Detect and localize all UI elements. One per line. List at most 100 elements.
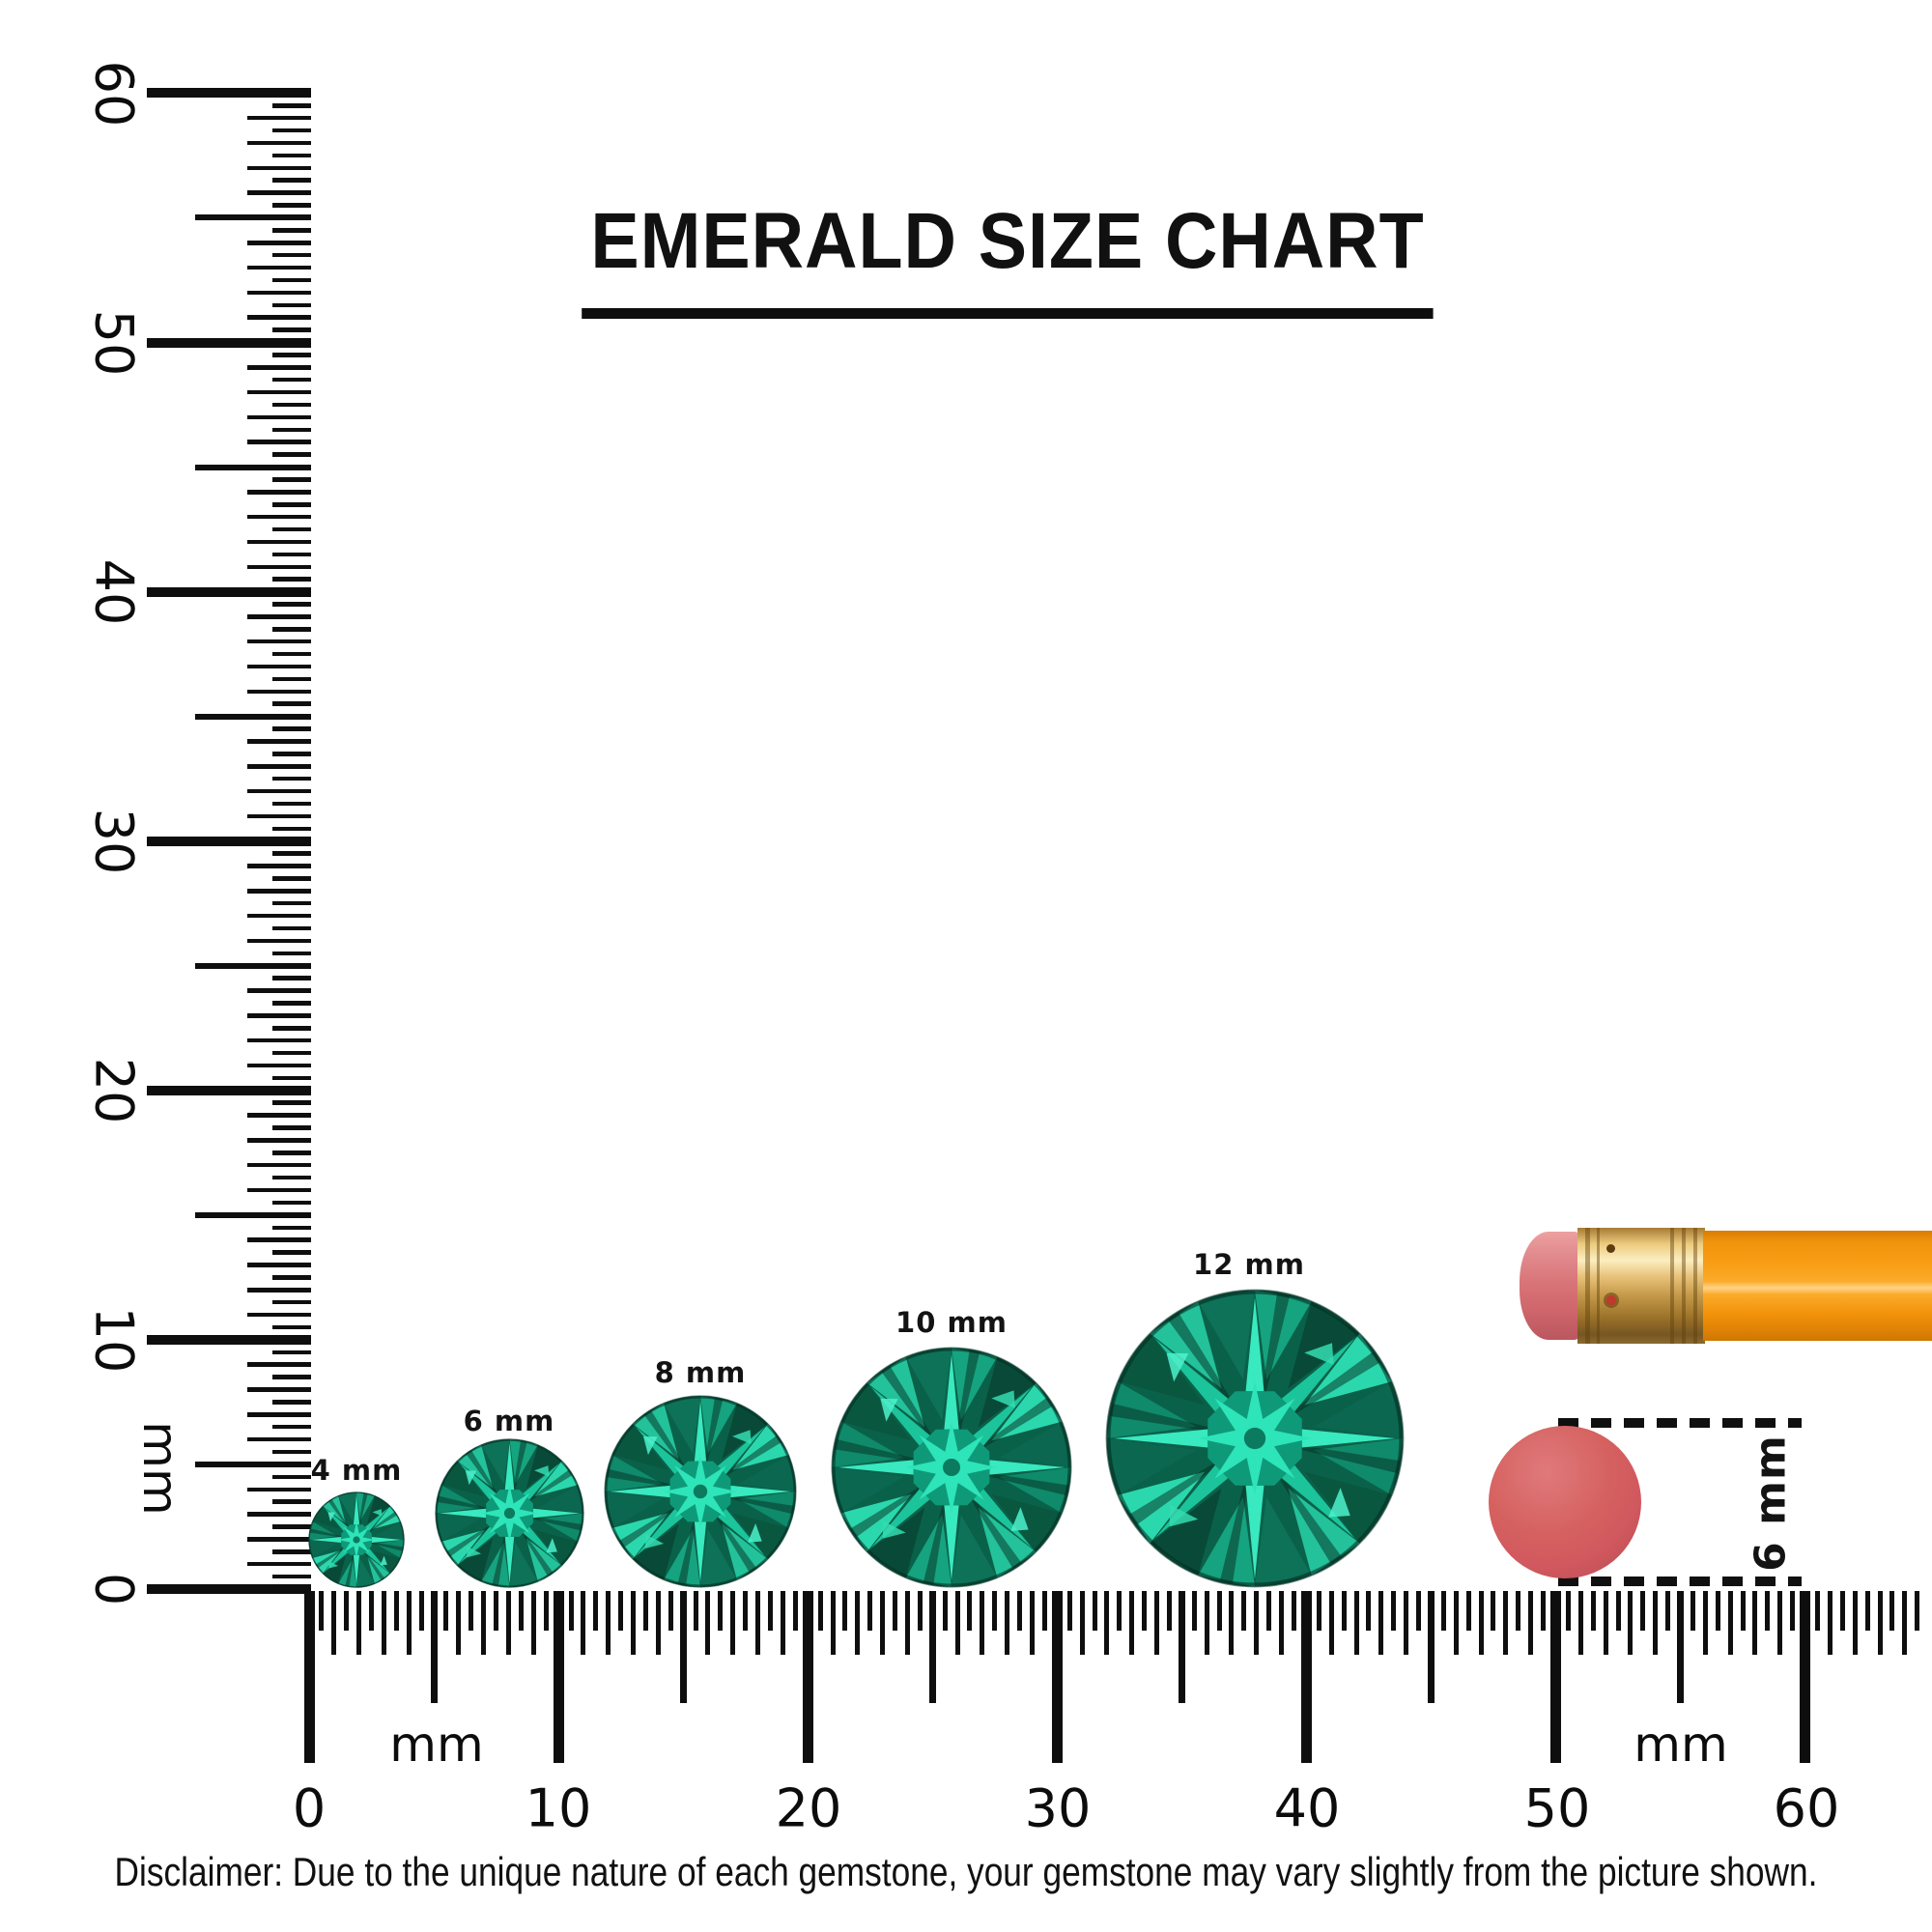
bottom-ruler-tick xyxy=(1254,1591,1260,1655)
left-ruler-tick xyxy=(247,1288,311,1293)
left-ruler-tick xyxy=(247,864,311,868)
left-ruler-tick xyxy=(272,327,311,332)
gem-4mm xyxy=(308,1492,405,1588)
gem-8mm xyxy=(604,1395,797,1588)
bottom-ruler-tick xyxy=(356,1591,362,1655)
bottom-ruler-unit-left: mm xyxy=(389,1717,484,1773)
bottom-ruler-tick xyxy=(1191,1591,1197,1631)
bottom-ruler-tick xyxy=(1800,1591,1811,1763)
bottom-ruler-tick xyxy=(1279,1591,1285,1655)
gem-6mm xyxy=(435,1438,584,1588)
left-ruler-label-30: 30 xyxy=(83,808,145,875)
left-ruler-tick xyxy=(272,676,311,682)
left-ruler-tick xyxy=(272,1175,311,1180)
left-ruler-tick xyxy=(247,639,311,644)
left-ruler-tick xyxy=(272,252,311,258)
left-ruler-tick xyxy=(147,836,311,846)
left-ruler-tick xyxy=(272,951,311,956)
left-ruler-tick xyxy=(247,1237,311,1242)
left-ruler-unit: mm xyxy=(132,1421,188,1516)
bottom-ruler-tick xyxy=(530,1591,536,1655)
left-ruler-tick xyxy=(147,586,311,597)
left-ruler-tick xyxy=(247,1263,311,1267)
bottom-ruler-tick xyxy=(505,1591,511,1655)
left-ruler-tick xyxy=(247,1113,311,1118)
bottom-ruler-tick xyxy=(904,1591,910,1655)
bottom-ruler-tick xyxy=(456,1591,462,1655)
left-ruler-tick xyxy=(272,1499,311,1504)
left-ruler-tick xyxy=(272,203,311,208)
bottom-ruler-tick xyxy=(1051,1591,1063,1763)
bottom-ruler-label-50: 50 xyxy=(1523,1777,1591,1839)
bottom-ruler-label-20: 20 xyxy=(775,1777,842,1839)
bottom-ruler-tick xyxy=(1005,1591,1010,1655)
left-ruler-tick xyxy=(272,1275,311,1280)
left-ruler-tick xyxy=(247,1312,311,1318)
left-ruler-tick xyxy=(272,1100,311,1105)
left-ruler-tick xyxy=(247,1412,311,1417)
left-ruler-tick xyxy=(272,1375,311,1379)
bottom-ruler-tick xyxy=(1815,1591,1820,1631)
bottom-ruler-tick xyxy=(679,1591,687,1703)
left-ruler-tick xyxy=(272,577,311,582)
left-ruler-tick xyxy=(272,178,311,183)
left-ruler-tick xyxy=(272,552,311,557)
left-ruler-label-0: 0 xyxy=(83,1572,145,1606)
bottom-ruler-tick xyxy=(1665,1591,1671,1631)
bottom-ruler-tick xyxy=(331,1591,337,1655)
ferrule-ring xyxy=(1670,1228,1674,1344)
bottom-ruler-tick xyxy=(1416,1591,1422,1631)
left-ruler-tick xyxy=(272,627,311,632)
left-ruler-tick xyxy=(247,788,311,794)
left-ruler-tick xyxy=(272,1549,311,1554)
bottom-ruler-tick xyxy=(1852,1591,1858,1655)
bottom-ruler-tick xyxy=(631,1591,637,1655)
left-ruler-tick xyxy=(272,900,311,906)
bottom-ruler-tick xyxy=(1715,1591,1720,1631)
bottom-ruler-tick xyxy=(319,1591,325,1631)
left-ruler-tick xyxy=(272,1324,311,1330)
left-ruler-tick xyxy=(272,726,311,731)
left-ruler-tick xyxy=(272,377,311,383)
bottom-ruler-tick xyxy=(1677,1591,1685,1703)
left-ruler-tick xyxy=(272,1350,311,1355)
bottom-ruler-tick xyxy=(954,1591,960,1655)
bottom-ruler-tick xyxy=(618,1591,624,1631)
bottom-ruler-tick xyxy=(543,1591,549,1631)
bottom-ruler-tick xyxy=(767,1591,773,1631)
bottom-ruler-tick xyxy=(655,1591,661,1655)
left-ruler-label-60: 60 xyxy=(83,60,145,128)
bottom-ruler-tick xyxy=(1154,1591,1160,1655)
bottom-ruler-tick xyxy=(893,1591,898,1631)
left-ruler-tick xyxy=(247,290,311,296)
pencil xyxy=(1520,1228,1932,1344)
bottom-ruler-tick xyxy=(992,1591,998,1631)
bottom-ruler-tick xyxy=(1129,1591,1135,1655)
bottom-ruler-tick xyxy=(1690,1591,1695,1631)
left-ruler-tick xyxy=(247,115,311,121)
bottom-ruler-tick xyxy=(718,1591,724,1631)
bottom-ruler-tick xyxy=(1727,1591,1733,1655)
ferrule-rivet-red xyxy=(1606,1295,1616,1305)
bottom-ruler-tick xyxy=(494,1591,499,1631)
bottom-ruler-tick xyxy=(303,1591,315,1763)
bottom-ruler-tick xyxy=(1628,1591,1634,1655)
bottom-ruler-tick xyxy=(1066,1591,1072,1631)
bottom-ruler-tick xyxy=(1017,1591,1023,1631)
bottom-ruler-tick xyxy=(1640,1591,1646,1631)
left-ruler-tick xyxy=(247,365,311,370)
bottom-ruler-tick xyxy=(1550,1591,1561,1763)
bottom-ruler-tick xyxy=(730,1591,736,1655)
bottom-ruler-tick xyxy=(1440,1591,1446,1631)
pencil-eraser xyxy=(1520,1232,1579,1340)
left-ruler-tick xyxy=(247,938,311,944)
bottom-ruler-tick xyxy=(1453,1591,1459,1655)
bottom-ruler-tick xyxy=(1353,1591,1359,1655)
bottom-ruler-tick xyxy=(1752,1591,1758,1655)
bottom-ruler-tick xyxy=(817,1591,823,1631)
bottom-ruler-tick xyxy=(867,1591,873,1631)
gem-label-10mm: 10 mm xyxy=(895,1306,1008,1339)
left-ruler-tick xyxy=(247,1362,311,1367)
gem-label-6mm: 6 mm xyxy=(463,1405,555,1437)
bottom-ruler-tick xyxy=(1702,1591,1708,1655)
